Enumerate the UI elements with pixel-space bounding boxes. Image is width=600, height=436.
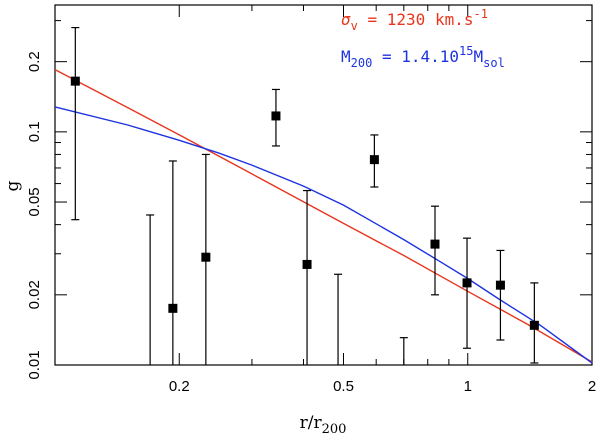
data-marker [70,76,80,86]
data-marker [302,259,312,269]
x-tick-label: 2 [588,378,596,395]
data-points [70,26,539,365]
legend: σv = 1230 km.s-1 M200 = 1.4.1015Msol [341,7,505,70]
plot-frame [54,4,593,366]
legend-sigma-v: σv = 1230 km.s-1 [341,7,488,33]
data-marker [369,155,379,165]
curve-sigma_v [54,68,593,363]
model-curves [54,68,593,364]
data-marker [495,280,505,290]
x-tick-label: 1 [464,378,472,395]
y-axis-label: g [3,180,23,191]
y-tick-label: 0.05 [26,187,43,216]
x-axis-label: r/r200 [300,413,347,436]
x-tick-label: 0.5 [333,378,354,395]
data-marker [529,320,539,330]
data-marker [201,252,211,262]
data-marker [168,303,178,313]
y-tick-label: 0.01 [26,350,43,379]
legend-m200: M200 = 1.4.1015Msol [341,44,505,70]
y-tick-label: 0.2 [26,51,43,72]
x-tick-label: 0.2 [169,378,190,395]
data-marker [462,278,472,288]
y-tick-label: 0.02 [26,280,43,309]
y-tick-label: 0.1 [26,121,43,142]
data-marker [271,111,281,121]
curve-M200 [54,106,593,364]
ticks: 0.2 0.5 1 2 0.01 0.02 0.05 0.1 0.2 [26,5,596,395]
data-marker [430,239,440,249]
